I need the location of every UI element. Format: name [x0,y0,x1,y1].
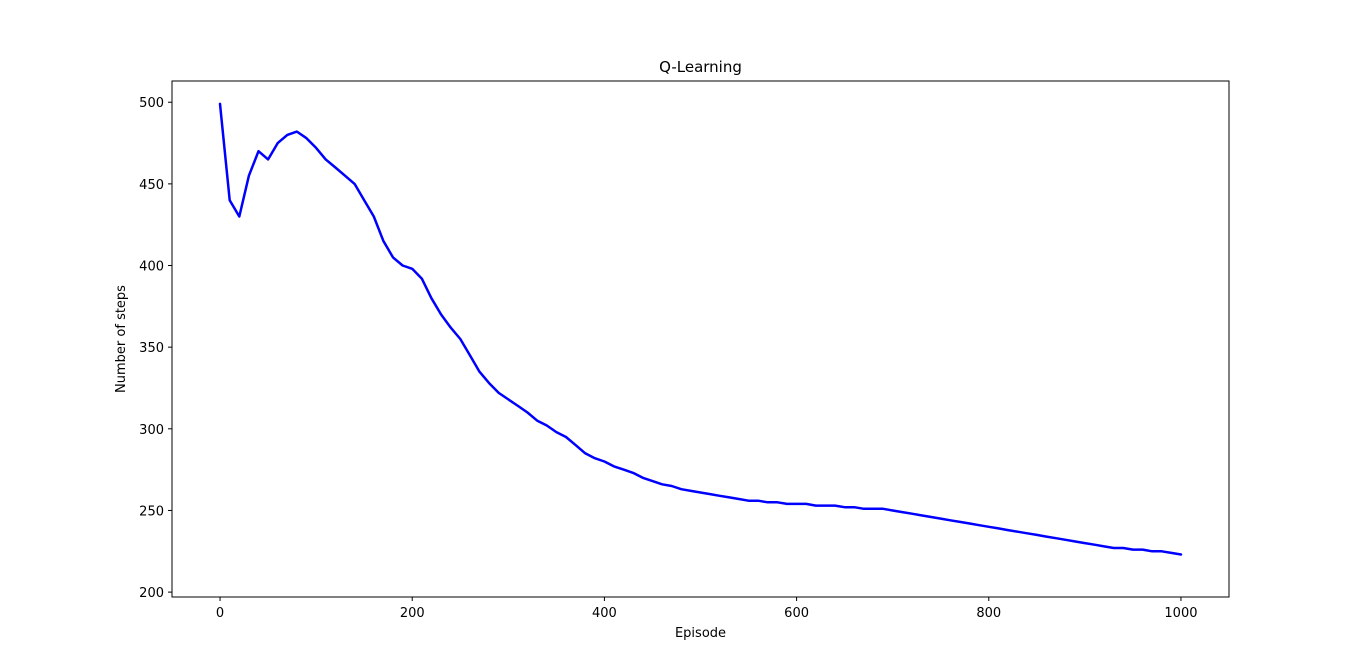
plot-area [218,102,1183,556]
x-axis-label: Episode [675,626,726,641]
y-tick-label: 200 [139,586,164,601]
y-tick-label: 400 [139,260,164,275]
y-tick-label: 450 [139,178,164,193]
y-tick-label: 300 [139,423,164,438]
axes: 0 200 400 600 800 1000 200 250 300 350 400 450 500 [139,80,1230,621]
y-tick-label: 250 [139,504,164,519]
x-tick-label: 600 [784,606,809,621]
x-tick-label: 0 [216,606,224,621]
series-line-0 [218,102,1183,556]
x-tick-label: 800 [976,606,1001,621]
plot-frame [171,80,1230,598]
y-tick-label: 350 [139,341,164,356]
x-tick-label: 1000 [1164,606,1197,621]
y-axis-label: Number of steps [114,285,129,393]
x-tick-label: 200 [400,606,425,621]
y-tick-label: 500 [139,96,164,111]
chart-title: Q-Learning [659,58,742,76]
x-tick-label: 400 [592,606,617,621]
